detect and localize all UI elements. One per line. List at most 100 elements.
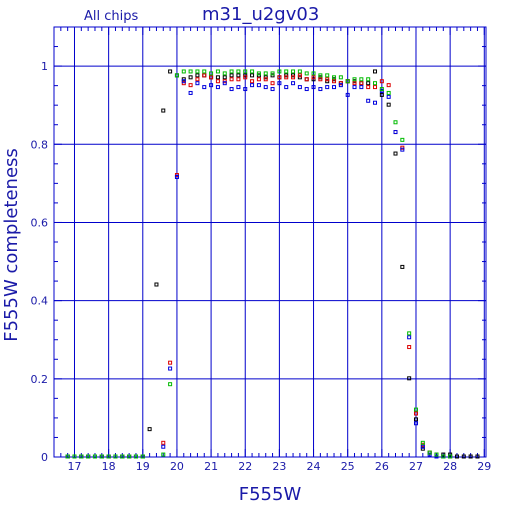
data-point	[195, 77, 200, 82]
data-point	[120, 454, 125, 459]
data-point	[413, 421, 418, 426]
data-point	[359, 77, 364, 82]
data-point	[304, 77, 309, 82]
data-point	[420, 440, 425, 445]
y-tick-label: 0	[41, 451, 48, 464]
data-point	[407, 345, 412, 350]
data-point	[393, 151, 398, 156]
data-point	[133, 454, 138, 459]
data-point	[215, 69, 220, 74]
data-point	[202, 73, 207, 78]
data-point	[236, 77, 241, 82]
data-point	[181, 79, 186, 84]
data-point	[168, 69, 173, 74]
data-point	[243, 75, 248, 80]
data-point	[181, 69, 186, 74]
data-point	[215, 79, 220, 84]
x-tick-label: 29	[477, 460, 491, 473]
data-point	[366, 81, 371, 86]
data-point	[195, 81, 200, 86]
data-point	[393, 120, 398, 125]
data-point	[366, 77, 371, 82]
x-axis-title: F555W	[239, 484, 302, 505]
chart-title: m31_u2gv03	[202, 4, 319, 25]
x-tick-label: 25	[341, 460, 355, 473]
y-tick-label: 0.2	[31, 373, 49, 386]
y-tick-label: 0.6	[31, 216, 49, 229]
data-point	[270, 81, 275, 86]
data-point	[325, 85, 330, 90]
data-point	[174, 175, 179, 179]
data-point	[79, 454, 84, 459]
data-point	[72, 454, 77, 459]
data-point	[188, 83, 193, 88]
data-point	[99, 454, 104, 459]
data-point	[359, 81, 364, 86]
data-point	[92, 454, 97, 459]
data-point	[174, 73, 179, 78]
data-point	[256, 77, 261, 82]
data-point	[154, 282, 159, 287]
data-point	[338, 75, 343, 80]
data-point	[332, 85, 337, 90]
data-point	[147, 427, 152, 432]
data-point	[161, 108, 166, 113]
x-tick-label: 18	[102, 460, 116, 473]
data-point	[168, 360, 173, 365]
data-point	[304, 87, 309, 92]
data-point	[270, 87, 275, 92]
data-point	[345, 79, 350, 84]
data-point	[461, 454, 466, 459]
data-point	[277, 81, 282, 86]
data-point	[236, 85, 241, 90]
data-series-3	[65, 69, 453, 459]
x-tick-label: 17	[67, 460, 81, 473]
data-point	[250, 83, 255, 88]
data-point	[325, 73, 330, 78]
data-point	[386, 94, 391, 99]
data-point	[318, 77, 323, 82]
data-point	[379, 87, 384, 92]
data-point	[195, 73, 200, 78]
y-tick-labels: 0 0.2 0.4 0.6 0.8 1	[31, 60, 49, 464]
data-point	[236, 73, 241, 78]
data-point	[352, 77, 357, 82]
data-point	[373, 81, 378, 86]
data-point	[427, 450, 432, 455]
data-point	[161, 452, 166, 457]
data-point	[243, 87, 248, 92]
data-point	[65, 454, 70, 459]
data-point	[263, 71, 268, 76]
data-point	[188, 75, 193, 80]
data-point	[209, 83, 214, 88]
data-point	[250, 73, 255, 78]
data-point	[229, 69, 234, 74]
data-point	[407, 376, 412, 381]
y-axis-title: F555W completeness	[1, 148, 22, 342]
data-point	[373, 69, 378, 74]
data-point	[215, 75, 220, 80]
data-point	[209, 71, 214, 76]
data-point	[468, 454, 473, 459]
data-point	[332, 75, 337, 80]
data-point	[373, 85, 378, 90]
x-tick-label: 20	[170, 460, 184, 473]
data-point	[454, 454, 459, 459]
data-point	[325, 77, 330, 82]
data-point	[420, 444, 425, 449]
data-point	[284, 75, 289, 80]
data-point	[250, 69, 255, 74]
data-point	[400, 264, 405, 269]
data-point	[338, 83, 343, 88]
data-point	[202, 85, 207, 90]
x-tick-label: 28	[443, 460, 457, 473]
data-point	[297, 73, 302, 78]
data-point	[386, 90, 391, 95]
data-point	[359, 85, 364, 90]
data-point	[209, 75, 214, 80]
data-point	[386, 102, 391, 107]
data-point	[304, 71, 309, 76]
data-point	[263, 85, 268, 90]
